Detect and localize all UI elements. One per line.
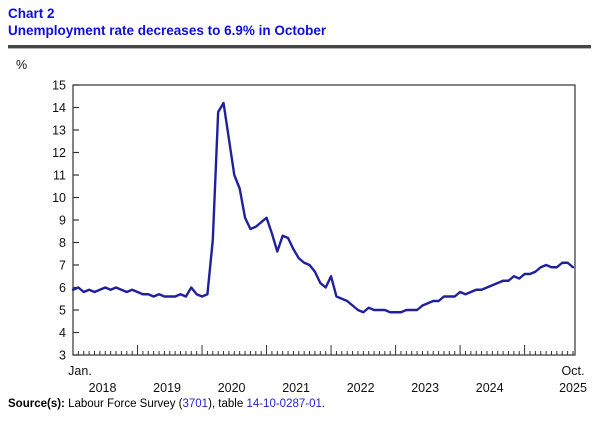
source-text: Labour Force Survey ( (64, 398, 183, 410)
x-first-month-label: Jan. (68, 364, 92, 378)
source-text: ), table (208, 398, 247, 410)
source-line: Source(s): Labour Force Survey (3701), t… (8, 398, 325, 410)
y-tick-label: 8 (59, 236, 66, 250)
plot-frame (72, 84, 576, 356)
y-tick-label: 10 (52, 191, 66, 205)
x-last-month-label: Oct. (562, 364, 585, 378)
y-axis: 3 4 5 6 7 8 9 10 11 12 13 14 15 (52, 78, 79, 362)
source-text: . (321, 398, 326, 410)
x-axis: Jan. Oct. 2018 2019 2020 2021 2022 2023 2024 2025 (68, 345, 587, 395)
year-label: 2021 (282, 381, 310, 395)
table-number-link[interactable]: 14-10-0287-01 (246, 398, 322, 410)
y-tick-label: 4 (59, 326, 66, 340)
y-tick-label: 13 (52, 123, 66, 137)
year-label: 2022 (347, 381, 375, 395)
source-label: Source(s): (8, 398, 65, 410)
y-tick-label: 6 (59, 281, 66, 295)
y-tick-label: 3 (59, 348, 66, 362)
y-axis-unit-label: % (16, 58, 27, 72)
year-label: 2024 (476, 381, 504, 395)
y-tick-label: 15 (52, 78, 66, 92)
chart-header: Chart 2 Unemployment rate decreases to 6… (8, 5, 326, 39)
y-tick-label: 12 (52, 146, 66, 160)
year-label: 2025 (559, 381, 587, 395)
y-tick-label: 14 (52, 101, 66, 115)
chart-number: Chart 2 (8, 6, 55, 21)
title-divider (8, 45, 591, 49)
y-tick-label: 9 (59, 213, 66, 227)
survey-number-link[interactable]: 3701 (182, 398, 209, 410)
y-tick-label: 11 (53, 168, 66, 182)
chart-title: Unemployment rate decreases to 6.9% in O… (8, 23, 327, 38)
unemployment-rate-line (71, 101, 575, 314)
year-label: 2023 (411, 381, 439, 395)
year-label: 2019 (153, 381, 181, 395)
y-tick-label: 7 (59, 258, 66, 272)
y-tick-label: 5 (59, 303, 66, 317)
year-label: 2018 (89, 381, 117, 395)
year-label: 2020 (218, 381, 246, 395)
